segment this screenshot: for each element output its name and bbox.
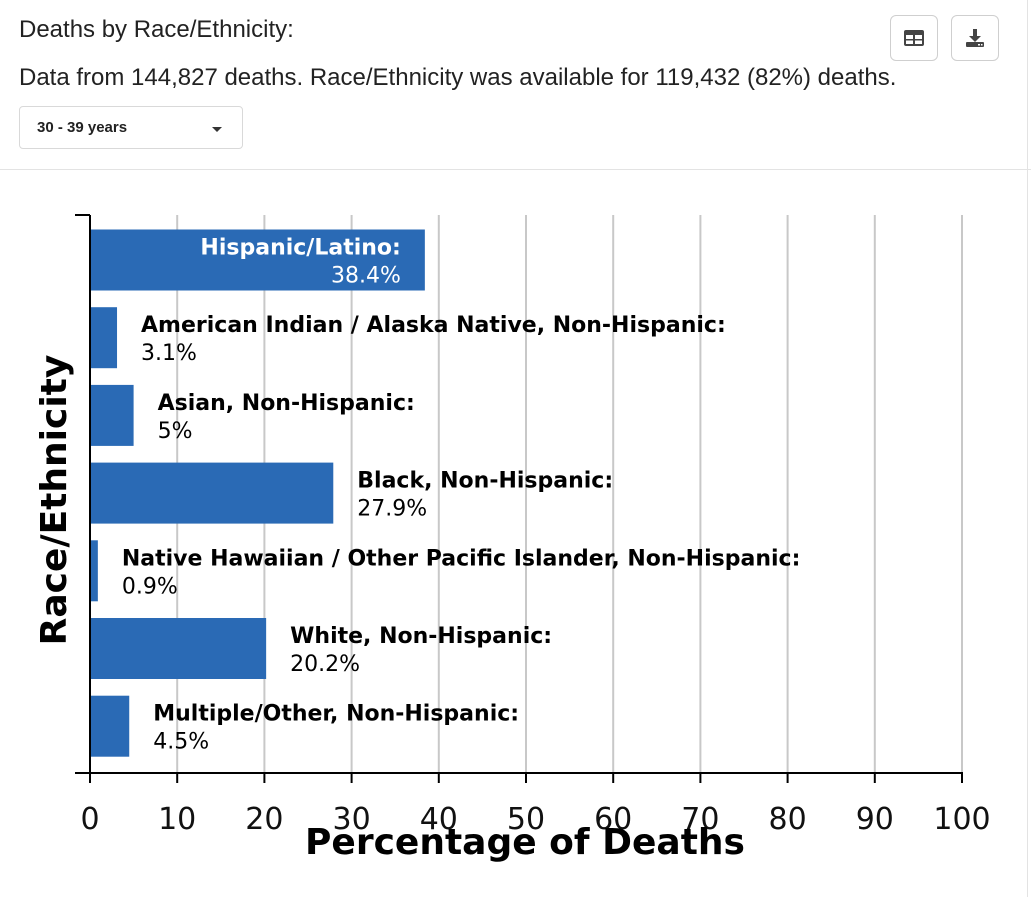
panel-edge: [1027, 0, 1028, 897]
bar: [90, 229, 425, 291]
bar-value-label: 27.9%: [357, 497, 427, 522]
bar: [90, 540, 98, 602]
x-tick-label: 70: [681, 802, 719, 837]
bar: [90, 462, 334, 524]
bar-category-label: American Indian / Alaska Native, Non-His…: [141, 313, 726, 338]
x-tick-label: 20: [245, 802, 283, 837]
bar-value-label: 4.5%: [153, 730, 209, 755]
x-tick-label: 10: [158, 802, 196, 837]
bar-category-label: Multiple/Other, Non-Hispanic:: [153, 702, 519, 727]
bar: [90, 695, 130, 757]
bar: [90, 618, 267, 679]
x-tick-label: 60: [594, 802, 632, 837]
bar-data-label: Multiple/Other, Non-Hispanic: 4.5%: [153, 702, 519, 755]
bar-data-label: Hispanic/Latino: 38.4%: [200, 236, 400, 289]
bar-value-label: 3.1%: [141, 341, 197, 366]
bar-category-label: Asian, Non-Hispanic:: [158, 391, 415, 416]
bar-category-label: Black, Non-Hispanic:: [357, 469, 613, 494]
x-tick-label: 0: [80, 802, 99, 837]
view-table-button[interactable]: [890, 15, 938, 61]
bar: [90, 384, 134, 446]
y-axis-title: Race/Ethnicity: [34, 355, 75, 646]
x-axis-title: Percentage of Deaths: [305, 822, 745, 863]
x-tick-label: 30: [333, 802, 371, 837]
bar-value-label: 20.2%: [290, 652, 360, 677]
table-icon: [904, 30, 924, 46]
bar-value-label: 0.9%: [122, 574, 178, 599]
bar-value-label: 5%: [158, 419, 193, 444]
x-tick-label: 40: [420, 802, 458, 837]
bar-category-label: Native Hawaiian / Other Pacific Islander…: [122, 546, 801, 571]
x-tick-label: 50: [507, 802, 545, 837]
chart-heading: Deaths by Race/Ethnicity:: [19, 16, 294, 43]
bar: [90, 307, 118, 369]
bar-data-label: American Indian / Alaska Native, Non-His…: [141, 313, 726, 366]
x-tick-label: 90: [856, 802, 894, 837]
bar-data-label: Asian, Non-Hispanic: 5%: [158, 391, 415, 444]
x-tick-label: 80: [769, 802, 807, 837]
bar-data-label: White, Non-Hispanic: 20.2%: [290, 624, 552, 677]
age-group-select[interactable]: 30 - 39 years: [19, 106, 243, 149]
chevron-down-icon: [212, 127, 222, 132]
download-icon: [966, 29, 984, 47]
bar-data-label: Native Hawaiian / Other Pacific Islander…: [122, 546, 801, 599]
bar-value-label: 38.4%: [331, 264, 401, 289]
data-summary: Data from 144,827 deaths. Race/Ethnicity…: [19, 64, 897, 91]
x-tick-label: 100: [933, 802, 990, 837]
download-button[interactable]: [951, 15, 999, 61]
age-group-value: 30 - 39 years: [37, 119, 128, 136]
section-divider: [0, 169, 1031, 170]
bar-category-label: White, Non-Hispanic:: [290, 624, 552, 649]
bar-category-label: Hispanic/Latino:: [200, 236, 400, 261]
bar-data-label: Black, Non-Hispanic: 27.9%: [357, 469, 613, 522]
